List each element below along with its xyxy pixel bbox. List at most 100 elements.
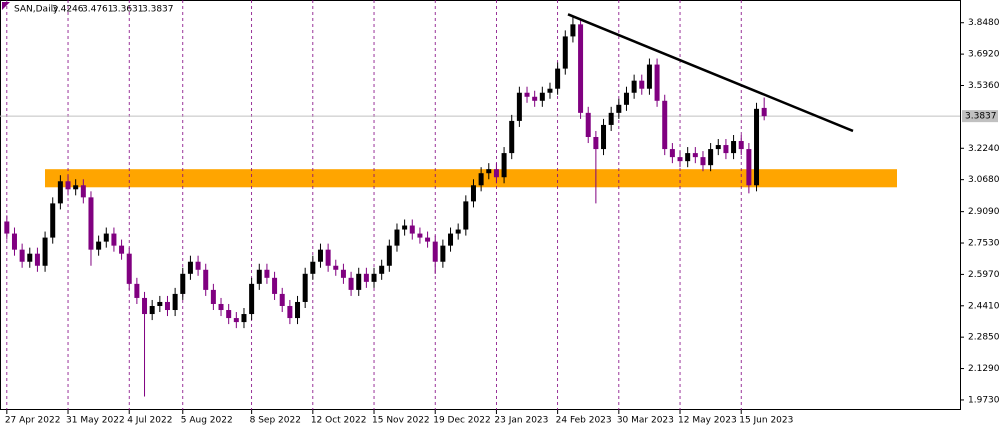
candle-body xyxy=(486,169,492,174)
candle-body xyxy=(723,145,729,154)
candle-body xyxy=(119,245,125,254)
candle-body xyxy=(616,104,622,113)
candle-body xyxy=(310,261,316,274)
candle-body xyxy=(662,100,668,150)
ohlc-open: 3.4246 xyxy=(52,5,84,15)
candle-body xyxy=(417,233,423,238)
candle-body xyxy=(692,153,698,158)
candle-body xyxy=(203,269,209,290)
candle-body xyxy=(34,253,40,266)
candle-body xyxy=(516,92,522,121)
candle-body xyxy=(708,149,714,166)
x-tick-label: 27 Apr 2022 xyxy=(5,416,61,426)
candle-body xyxy=(164,301,170,311)
x-tick-label: 31 May 2022 xyxy=(66,416,125,426)
corner-marker xyxy=(2,2,10,10)
candle-body xyxy=(669,149,675,158)
candle-body xyxy=(195,261,201,270)
candle-body xyxy=(425,237,431,242)
candle-body xyxy=(317,249,323,262)
candle-body xyxy=(272,277,278,294)
trendline xyxy=(567,13,854,133)
candle-body xyxy=(57,181,63,204)
candle-body xyxy=(218,303,224,311)
x-tick-label: 5 Aug 2022 xyxy=(181,416,233,426)
candle-body xyxy=(547,88,553,93)
candle-body xyxy=(210,289,216,304)
y-tick-label: 2.4410 xyxy=(968,301,1000,311)
candle-body xyxy=(731,141,737,154)
candle-body xyxy=(562,36,568,69)
candle-body xyxy=(142,297,148,315)
candle-body xyxy=(539,92,545,101)
candle-body xyxy=(111,233,117,246)
candle-body xyxy=(685,153,691,162)
candle-body xyxy=(646,64,652,89)
x-tick-label: 8 Sep 2022 xyxy=(250,416,301,426)
candle-body xyxy=(601,124,607,150)
ohlc-high: 3.4761 xyxy=(82,5,114,15)
candle-body xyxy=(325,249,331,266)
candle-body xyxy=(233,318,239,323)
y-tick-label: 1.9730 xyxy=(968,395,1000,405)
candle-body xyxy=(103,233,109,242)
candle-body xyxy=(478,173,484,186)
candle-body xyxy=(585,112,591,138)
candle-body xyxy=(509,120,515,154)
candle-body xyxy=(187,261,193,274)
candle-body xyxy=(608,112,614,125)
x-tick-label: 15 Jun 2023 xyxy=(739,416,793,426)
candle-body xyxy=(348,277,354,290)
candle-body xyxy=(11,233,17,250)
candle-body xyxy=(623,92,629,105)
candle-body xyxy=(249,283,255,315)
candle-body xyxy=(356,273,362,290)
candle-body xyxy=(149,305,155,315)
candle-body xyxy=(126,253,132,284)
candle-body xyxy=(302,273,308,302)
candle-body xyxy=(524,92,530,97)
x-tick-label: 23 Jan 2023 xyxy=(494,416,548,426)
x-tick-label: 30 Mar 2023 xyxy=(617,416,674,426)
ohlc-close: 3.3837 xyxy=(142,5,174,15)
y-tick-label: 2.2850 xyxy=(968,333,1000,343)
candle-body xyxy=(570,24,576,37)
x-tick-label: 4 Jul 2022 xyxy=(127,416,172,426)
candle-body xyxy=(172,293,178,311)
candle-body xyxy=(754,108,760,186)
candle-body xyxy=(295,301,301,319)
x-tick-label: 19 Dec 2022 xyxy=(433,416,491,426)
candle-body xyxy=(65,181,71,190)
y-tick-label: 3.6920 xyxy=(968,50,1000,60)
candle-body xyxy=(264,269,270,278)
candle-body xyxy=(455,229,461,234)
candle-body xyxy=(96,241,102,250)
candle-body xyxy=(80,185,86,198)
candle-body xyxy=(50,203,56,238)
plot-frame xyxy=(0,0,961,410)
candle-body xyxy=(241,314,247,323)
candle-body xyxy=(287,305,293,319)
current-price-box xyxy=(962,110,998,123)
y-tick-label: 2.1290 xyxy=(968,364,1000,374)
x-tick-label: 12 Oct 2022 xyxy=(311,416,367,426)
candle-body xyxy=(27,253,33,262)
y-tick-label: 3.8480 xyxy=(968,18,1000,28)
candle-body xyxy=(639,80,645,89)
candle-body xyxy=(279,293,285,306)
x-tick-label: 15 Nov 2022 xyxy=(372,416,430,426)
candle-body xyxy=(532,96,538,101)
candle-body xyxy=(555,68,561,89)
candle-body xyxy=(19,249,25,262)
candle-body xyxy=(700,157,706,166)
candle-body xyxy=(134,283,140,298)
candle-body xyxy=(761,107,767,117)
candle-body xyxy=(42,237,48,266)
candle-body xyxy=(578,24,584,113)
candle-body xyxy=(371,273,377,282)
y-tick-label: 2.9090 xyxy=(968,207,1000,217)
candle-body xyxy=(226,310,232,319)
candle-body xyxy=(379,265,385,274)
candle-body xyxy=(88,197,94,250)
